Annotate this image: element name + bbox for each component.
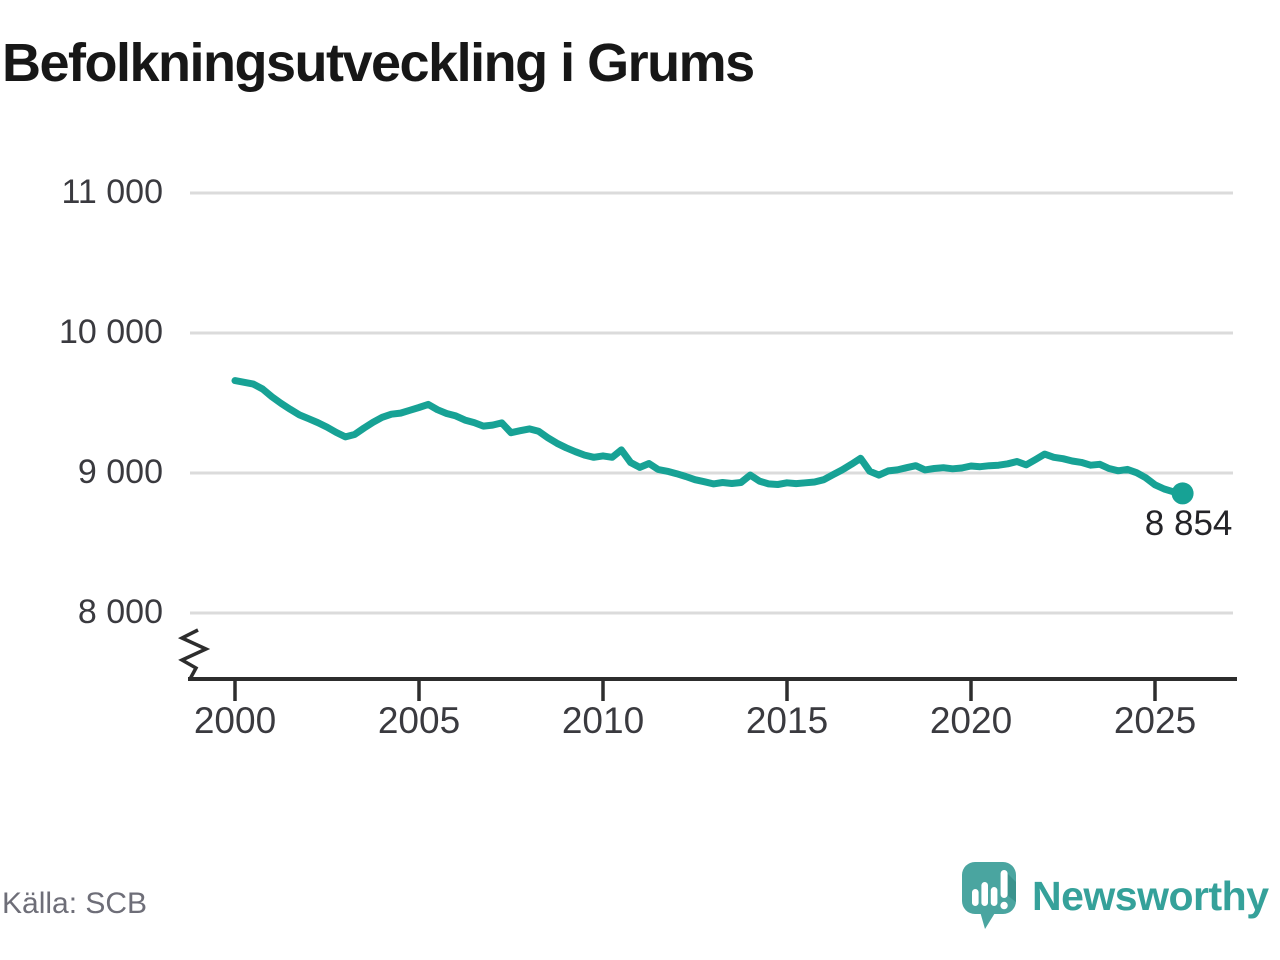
y-axis-break: [177, 628, 211, 680]
logo-shadow: [1007, 873, 1016, 902]
y-tick-label: 10 000: [59, 313, 163, 351]
x-tick-label: 2010: [561, 700, 645, 741]
logo-bar-3: [990, 887, 998, 906]
y-tick-label: 8 000: [77, 593, 163, 631]
end-value-label: 8 854: [1144, 504, 1233, 544]
population-chart: 8 000 9 000 10 000 11 000 2000 2005 2010 2015 2…: [59, 173, 1237, 741]
x-tick-label: 2020: [929, 700, 1013, 741]
source-label: Källa: SCB: [2, 887, 148, 920]
population-line: [231, 377, 1187, 497]
y-tick-label: 11 000: [61, 173, 163, 211]
x-tick-label: 2025: [1113, 700, 1197, 741]
chart-canvas: [177, 191, 1237, 701]
chart-title: Befolkningsutveckling i Grums: [2, 33, 755, 93]
logo-exclamation-dot: [1000, 901, 1008, 910]
logo-bar-2: [981, 882, 988, 906]
newsworthy-wordmark: Newsworthy: [1032, 872, 1269, 919]
x-tick-label: 2005: [377, 700, 461, 741]
x-tick-label: 2000: [193, 700, 277, 741]
end-point-marker: [1171, 482, 1194, 505]
logo-bar-1: [972, 889, 979, 906]
x-tick-label: 2015: [745, 700, 829, 741]
newsworthy-brand: Newsworthy: [962, 862, 1269, 930]
y-tick-label: 9 000: [77, 453, 163, 491]
logo-exclamation-bar: [1000, 870, 1008, 898]
logo-bubble-tail: [979, 908, 998, 929]
newsworthy-logo-icon: [962, 862, 1016, 929]
